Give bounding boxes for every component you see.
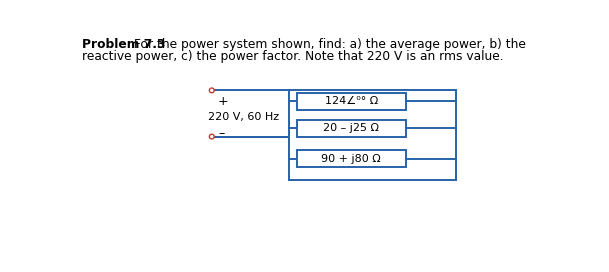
Bar — [297, 93, 406, 110]
Bar — [297, 120, 406, 137]
Circle shape — [209, 134, 215, 140]
Text: reactive power, c) the power factor. Note that 220 V is an rms value.: reactive power, c) the power factor. Not… — [82, 50, 504, 63]
Text: –: – — [218, 127, 224, 140]
Text: 220 V, 60 Hz: 220 V, 60 Hz — [208, 112, 279, 122]
Text: 124∠⁰° Ω: 124∠⁰° Ω — [325, 96, 378, 106]
Text: Problem 7.3: Problem 7.3 — [82, 38, 166, 51]
Text: 20 – j25 Ω: 20 – j25 Ω — [323, 123, 379, 133]
Text: +: + — [218, 95, 228, 108]
Circle shape — [210, 89, 214, 92]
Circle shape — [209, 87, 215, 94]
Text: 90 + j80 Ω: 90 + j80 Ω — [322, 154, 381, 164]
Text: For the power system shown, find: a) the average power, b) the: For the power system shown, find: a) the… — [130, 38, 526, 51]
Circle shape — [210, 135, 214, 138]
Bar — [297, 150, 406, 167]
